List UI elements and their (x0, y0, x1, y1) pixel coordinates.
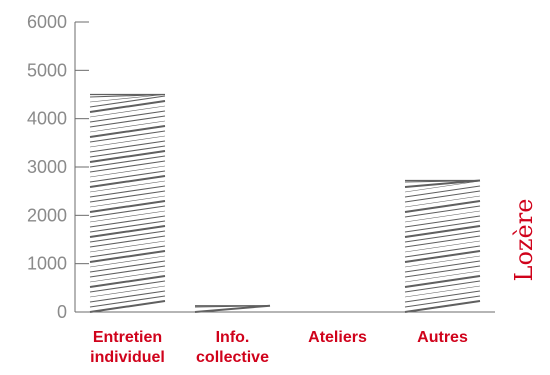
category-label: Entretien individuel (90, 329, 165, 366)
bar-hatch-line (89, 150, 166, 163)
bar-hatch-line (89, 265, 166, 278)
bars (89, 93, 481, 313)
bar-hatch-line (89, 190, 166, 203)
bar-hatch-line (404, 270, 481, 283)
bar-hatch-line (89, 285, 166, 298)
bar-hatch-line (89, 235, 166, 248)
bar-hatch-line (89, 155, 166, 168)
y-tick-label: 4000 (27, 109, 67, 129)
bar-hatch-line (89, 165, 166, 178)
bar-hatch-line (404, 179, 481, 188)
bar-hatch-line (89, 275, 166, 288)
bar-hatch-line (89, 135, 166, 148)
bar-hatch-line (89, 100, 166, 113)
bar-hatch-line (89, 215, 166, 228)
bar-hatch-line (404, 300, 481, 313)
bar-hatch-line (89, 205, 166, 218)
bar-hatch-line (404, 230, 481, 243)
bar-hatch-line (404, 190, 481, 203)
bar-hatch-line (89, 260, 166, 273)
bar-hatch-line (404, 180, 481, 193)
bar-hatch-line (404, 255, 481, 268)
bar-hatch-line (404, 225, 481, 238)
bar-hatch-line (404, 295, 481, 308)
bar-hatch-line (89, 195, 166, 208)
bar-hatch-line (89, 250, 166, 263)
y-tick-label: 3000 (27, 157, 67, 177)
bar-hatch-line (89, 210, 166, 223)
bar-hatch-line (89, 125, 166, 138)
bar-hatch-line (404, 195, 481, 208)
bar-hatch-line (89, 230, 166, 243)
category-label: Ateliers (308, 329, 367, 346)
bar-hatch-line (89, 170, 166, 183)
y-tick-label: 0 (57, 302, 67, 322)
bar-hatch-line (89, 225, 166, 238)
bar-hatch-line (89, 105, 166, 118)
bar-hatch-line (89, 255, 166, 268)
bar-hatch-line (89, 94, 166, 103)
y-tick-label: 1000 (27, 254, 67, 274)
bar-hatch-line (194, 304, 271, 313)
bar-hatch-line (404, 185, 481, 198)
bar-hatch-line (404, 240, 481, 253)
category-label: Info. collective (196, 329, 269, 366)
bar-hatch-line (404, 220, 481, 233)
bar-hatch-line (404, 250, 481, 263)
category-labels: Entretien individuel Info. collective Atelie… (90, 329, 468, 366)
bar-hatch-line (89, 160, 166, 173)
bar (194, 304, 271, 313)
bar-hatch-line (89, 110, 166, 123)
bar-hatch-line (89, 220, 166, 233)
bar-hatch-line (89, 295, 166, 308)
bar-hatch-line (89, 115, 166, 128)
bar-hatch-line (404, 245, 481, 258)
category-label-line: Info. (216, 329, 250, 346)
bar-hatch-line (89, 280, 166, 293)
bar-hatch-line (404, 205, 481, 218)
bar-hatch-line (404, 210, 481, 223)
category-label-line: Autres (417, 329, 468, 346)
y-tick-label: 2000 (27, 205, 67, 225)
bar-hatch-line (89, 130, 166, 143)
category-label-line: individuel (90, 349, 165, 366)
bar-hatch-line (89, 120, 166, 133)
bar-hatch-line (89, 200, 166, 213)
bar-hatch-line (404, 285, 481, 298)
category-label-line: Ateliers (308, 329, 367, 346)
bar-hatch-line (89, 270, 166, 283)
y-tick-label: 6000 (27, 12, 67, 32)
bar-hatch-line (89, 140, 166, 153)
bar (404, 179, 481, 313)
category-label-line: Entretien (93, 329, 162, 346)
bar-hatch-line (404, 280, 481, 293)
bar-hatch-line (89, 175, 166, 188)
bar-hatch-line (404, 235, 481, 248)
bar-hatch-line (89, 145, 166, 158)
bar-hatch-line (89, 185, 166, 198)
bar-hatch-line (89, 180, 166, 193)
bar-hatch-line (404, 265, 481, 278)
bar-hatch-line (404, 290, 481, 303)
bar-hatch-line (89, 95, 166, 108)
category-label: Autres (417, 329, 468, 346)
bar-hatch-line (89, 300, 166, 313)
side-label: Lozère (510, 199, 538, 282)
axes (74, 22, 495, 313)
bar-hatch-line (404, 200, 481, 213)
bar-hatch-line (404, 275, 481, 288)
bar (89, 93, 166, 313)
bar-hatch-line (89, 245, 166, 258)
y-tick-label: 5000 (27, 60, 67, 80)
bar-hatch-line (89, 240, 166, 253)
y-axis-ticks: 0 1000 2000 3000 4000 5000 6000 (27, 12, 89, 322)
bar-hatch-line (404, 215, 481, 228)
bar-hatch-line (89, 290, 166, 303)
bar-hatch-line (404, 260, 481, 273)
category-label-line: collective (196, 349, 269, 366)
